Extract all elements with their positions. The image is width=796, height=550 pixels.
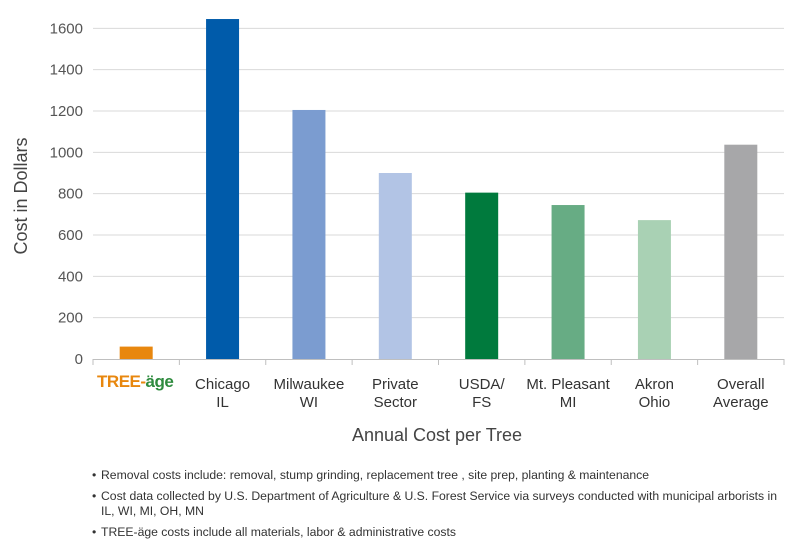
y-tick-label: 1400 — [50, 62, 83, 79]
bar — [292, 109, 326, 359]
bars-group — [119, 19, 758, 360]
x-category-label: Chicago IL — [195, 376, 250, 411]
y-tick-label: 1000 — [50, 144, 83, 161]
x-category-label: Private Sector — [372, 376, 419, 411]
x-category-label: USDA/FS — [459, 376, 506, 411]
x-category-labels: TREE-äge Chicago IL Milwaukee WI Private Secto… — [97, 372, 769, 411]
y-tick-label: 400 — [58, 268, 83, 285]
bar — [551, 205, 585, 359]
bar — [637, 220, 671, 359]
x-category-label: Mt. Pleasant MI — [526, 376, 610, 411]
bar — [206, 19, 240, 360]
footnote-item: Removal costs include: removal, stump gr… — [92, 468, 782, 483]
y-tick-label: 1600 — [50, 20, 83, 37]
y-tick-label: 1200 — [50, 103, 83, 120]
x-category-label: Akron Ohio — [635, 376, 674, 411]
bar — [119, 346, 153, 359]
footnote-item: Cost data collected by U.S. Department o… — [92, 489, 782, 519]
bar-chart: 0 200 400 600 800 1000 1200 1400 1600 TREE-äge Ch… — [11, 19, 785, 445]
x-axis-label: Annual Cost per Tree — [352, 425, 522, 445]
x-category-label: Overall Average — [713, 376, 769, 411]
gridlines — [92, 27, 785, 365]
tree-age-logo: TREE-äge — [97, 372, 173, 391]
y-tick-label: 800 — [58, 186, 83, 203]
y-tick-labels: 0 200 400 600 800 1000 1200 1400 1600 — [50, 20, 83, 368]
x-category-label: Milwaukee WI — [274, 376, 345, 411]
y-tick-label: 600 — [58, 227, 83, 244]
bar — [465, 192, 499, 359]
y-tick-label: 200 — [58, 310, 83, 327]
bar — [724, 144, 758, 359]
footnote-item: TREE-äge costs include all materials, la… — [92, 525, 782, 540]
footnotes-list: Removal costs include: removal, stump gr… — [92, 468, 782, 546]
y-tick-label: 0 — [75, 351, 83, 368]
bar — [378, 173, 412, 359]
y-axis-label: Cost in Dollars — [11, 137, 31, 254]
